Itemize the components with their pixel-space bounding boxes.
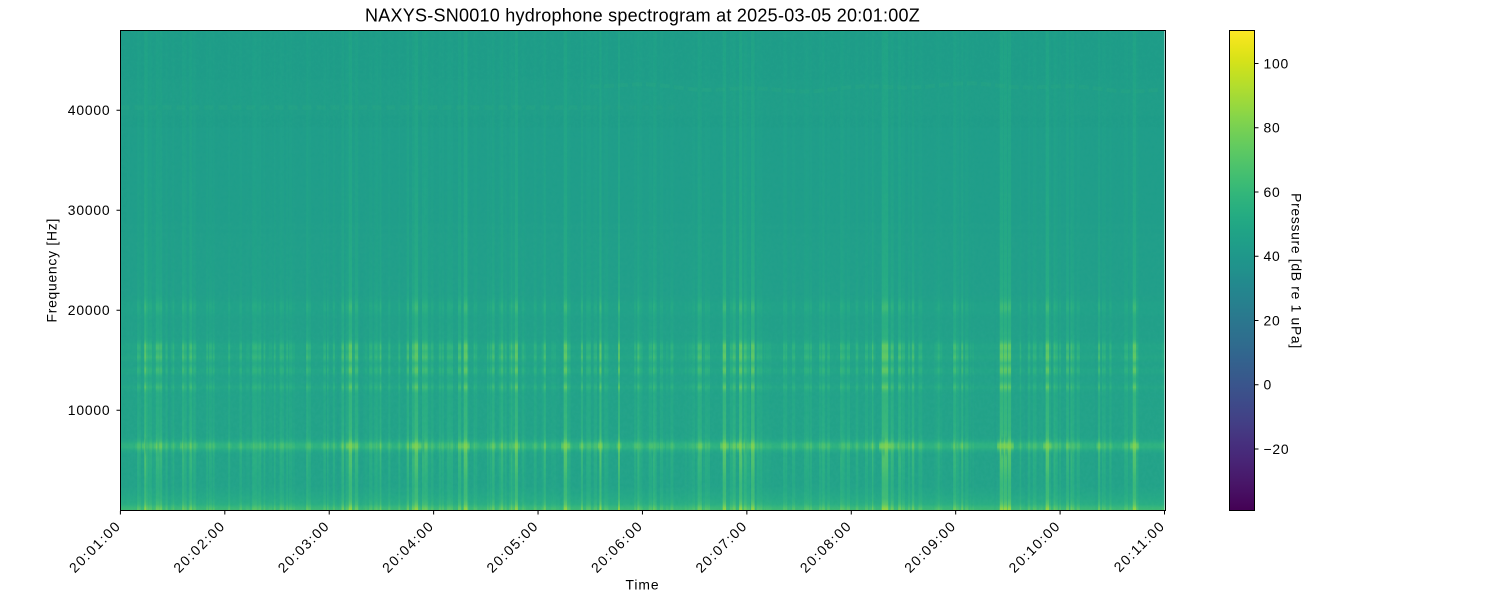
svg-text:NAXYS-SN0010 hydrophone spectr: NAXYS-SN0010 hydrophone spectrogram at 2… <box>365 6 920 26</box>
svg-text:−20: −20 <box>1264 441 1290 457</box>
svg-text:0: 0 <box>1264 377 1273 393</box>
svg-text:40: 40 <box>1264 248 1281 264</box>
svg-text:Pressure [dB re 1 uPa]: Pressure [dB re 1 uPa] <box>1289 193 1305 349</box>
svg-text:60: 60 <box>1264 184 1281 200</box>
svg-text:Frequency [Hz]: Frequency [Hz] <box>44 218 60 323</box>
svg-text:Time: Time <box>626 577 660 593</box>
svg-text:10000: 10000 <box>68 402 111 418</box>
svg-text:20: 20 <box>1264 312 1281 328</box>
svg-text:100: 100 <box>1264 55 1290 71</box>
svg-text:40000: 40000 <box>68 102 111 118</box>
svg-text:30000: 30000 <box>68 202 111 218</box>
svg-text:20000: 20000 <box>68 302 111 318</box>
svg-text:80: 80 <box>1264 120 1281 136</box>
